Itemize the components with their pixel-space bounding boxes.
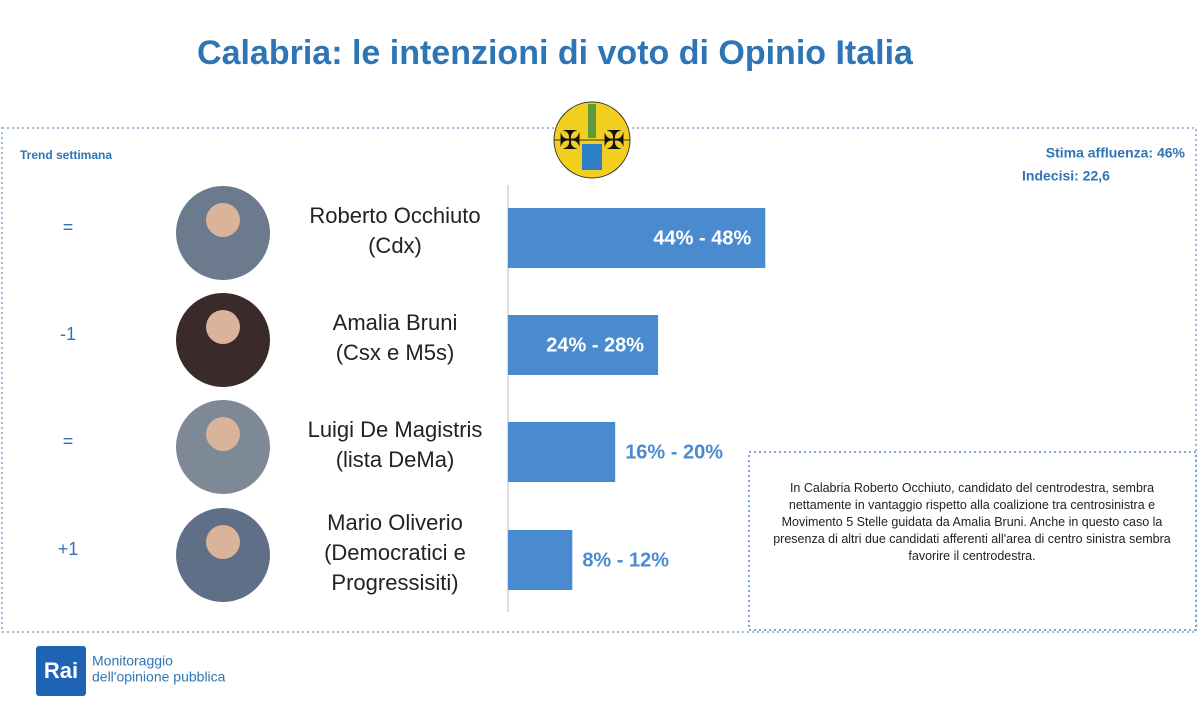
value-label: 8% - 12% (582, 549, 669, 571)
category-label: Amalia Bruni (333, 310, 458, 335)
category-label: (Cdx) (368, 233, 422, 258)
photo-face (206, 417, 240, 451)
svg-text:✠: ✠ (603, 125, 625, 155)
category-label: Luigi De Magistris (308, 417, 483, 442)
footer-text: dell'opinione pubblica (92, 669, 226, 685)
note-box (748, 451, 1197, 631)
value-label: 24% - 28% (546, 334, 644, 356)
footer-text: Monitoraggio (92, 653, 173, 669)
note: In Calabria Roberto Occhiuto, candidato … (773, 481, 1171, 563)
logo (36, 646, 86, 696)
info: Stima affluenza: 46% (1046, 145, 1186, 161)
info: Indecisi: 22,6 (1022, 168, 1110, 184)
svg-text:✠: ✠ (559, 125, 581, 155)
logo-text: Rai (44, 658, 78, 683)
trend: -1 (60, 324, 76, 344)
category-label: Roberto Occhiuto (309, 203, 480, 228)
photo-face (206, 525, 240, 559)
value-label: 44% - 48% (653, 227, 751, 249)
value-label: 16% - 20% (625, 441, 723, 463)
category-label: (lista DeMa) (336, 447, 455, 472)
bar (508, 315, 659, 375)
category-label: (Democratici e (324, 540, 466, 565)
trend: +1 (58, 539, 79, 559)
trend: = (63, 217, 74, 237)
bar (508, 208, 766, 268)
emblem: ✠ ✠ (553, 101, 631, 179)
chart-title: Calabria: le intenzioni di voto di Opini… (197, 34, 914, 72)
photo-face (206, 203, 240, 237)
category-label: Mario Oliverio (327, 510, 463, 535)
bar (508, 530, 573, 590)
photo-face (206, 310, 240, 344)
trend-title: Trend settimana (20, 148, 112, 162)
category-label: (Csx e M5s) (336, 340, 455, 365)
bar (508, 422, 616, 482)
trend: = (63, 431, 74, 451)
category-label: Progressisiti) (331, 570, 458, 595)
